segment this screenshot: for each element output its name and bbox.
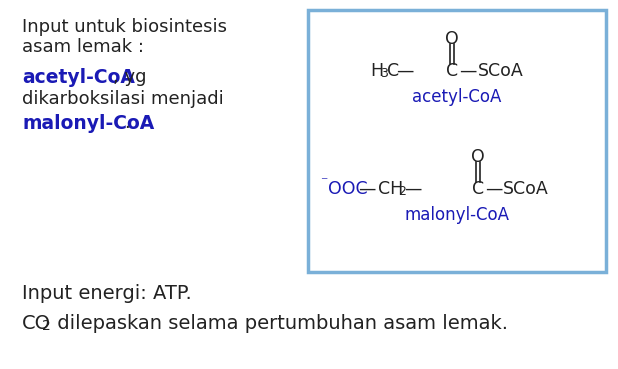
Text: Input energi: ATP.: Input energi: ATP. bbox=[22, 284, 192, 303]
Text: malonyl-CoA: malonyl-CoA bbox=[22, 114, 154, 133]
Text: 2: 2 bbox=[42, 319, 51, 333]
FancyBboxPatch shape bbox=[308, 10, 606, 272]
Text: C: C bbox=[446, 62, 458, 80]
Text: acetyl-CoA: acetyl-CoA bbox=[412, 88, 502, 106]
Text: , yg: , yg bbox=[113, 68, 146, 86]
Text: SCoA: SCoA bbox=[478, 62, 523, 80]
Text: —: — bbox=[459, 62, 476, 80]
Text: dilepaskan selama pertumbuhan asam lemak.: dilepaskan selama pertumbuhan asam lemak… bbox=[51, 314, 508, 333]
Text: Input untuk biosintesis: Input untuk biosintesis bbox=[22, 18, 227, 36]
Text: acetyl-CoA: acetyl-CoA bbox=[22, 68, 135, 87]
Text: —: — bbox=[358, 180, 375, 198]
Text: CH: CH bbox=[378, 180, 404, 198]
Text: ⁻: ⁻ bbox=[320, 175, 328, 189]
Text: OOC: OOC bbox=[328, 180, 368, 198]
Text: H: H bbox=[370, 62, 383, 80]
Text: O: O bbox=[445, 30, 459, 48]
Text: malonyl-CoA: malonyl-CoA bbox=[405, 206, 509, 224]
Text: asam lemak :: asam lemak : bbox=[22, 38, 144, 56]
Text: 3: 3 bbox=[380, 67, 388, 80]
Text: dikarboksilasi menjadi: dikarboksilasi menjadi bbox=[22, 90, 224, 108]
Text: —: — bbox=[485, 180, 502, 198]
Text: 2: 2 bbox=[398, 185, 406, 198]
Text: —: — bbox=[396, 62, 413, 80]
Text: SCoA: SCoA bbox=[503, 180, 549, 198]
Text: O: O bbox=[471, 148, 485, 166]
Text: .: . bbox=[124, 114, 130, 132]
Text: —: — bbox=[404, 180, 421, 198]
Text: CO: CO bbox=[22, 314, 51, 333]
Text: C: C bbox=[387, 62, 399, 80]
Text: C: C bbox=[472, 180, 484, 198]
